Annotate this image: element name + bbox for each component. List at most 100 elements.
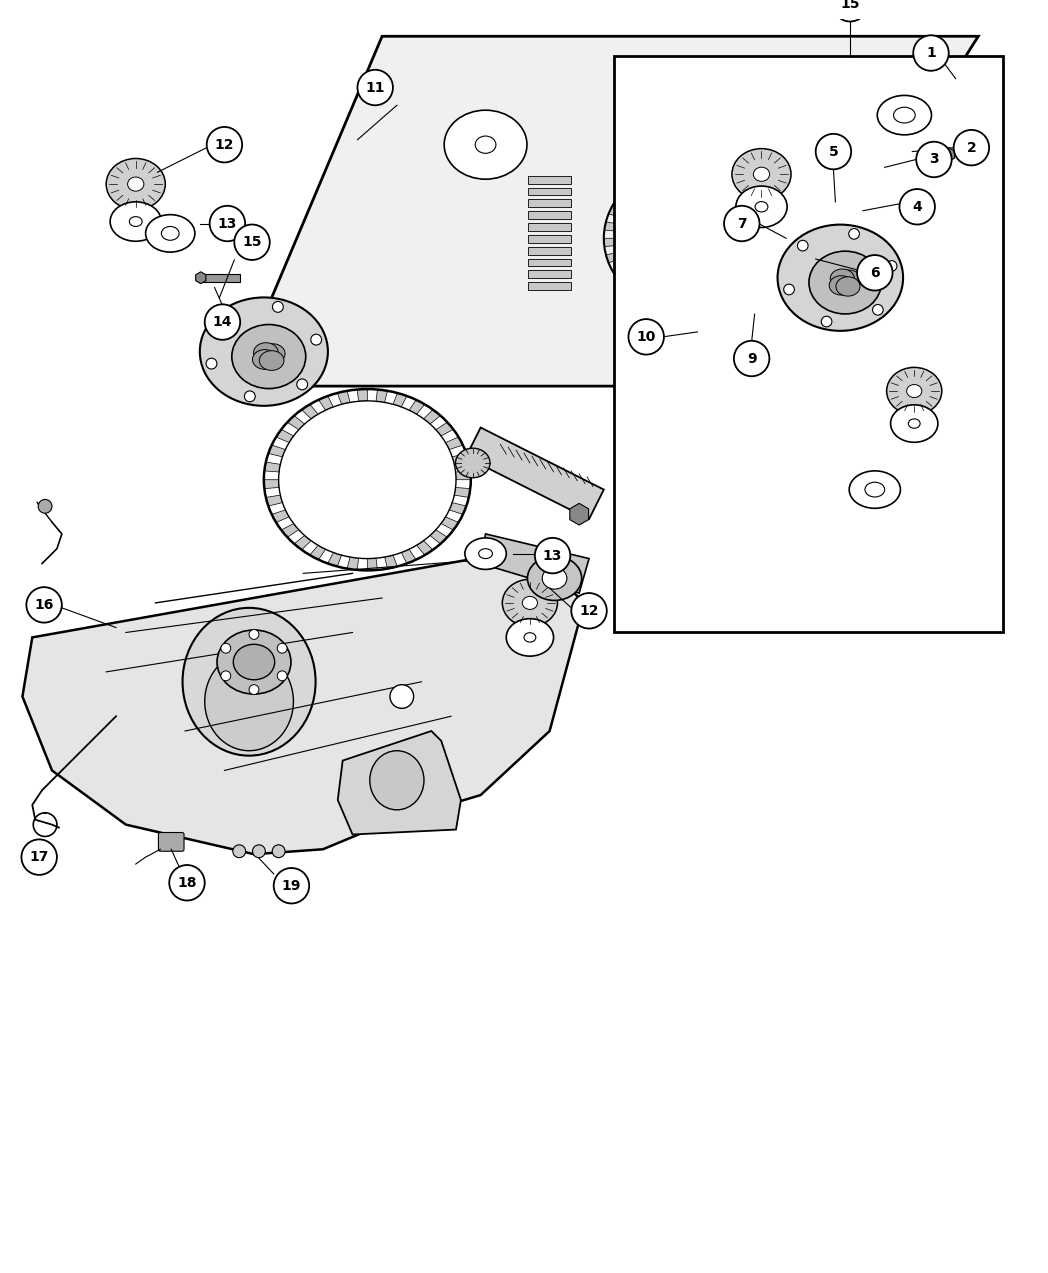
Ellipse shape bbox=[894, 107, 915, 123]
Text: 7: 7 bbox=[737, 216, 746, 230]
Text: 9: 9 bbox=[747, 351, 757, 365]
Polygon shape bbox=[756, 230, 771, 238]
Ellipse shape bbox=[182, 607, 315, 756]
Polygon shape bbox=[466, 428, 604, 519]
Ellipse shape bbox=[749, 293, 760, 302]
Ellipse shape bbox=[253, 350, 277, 369]
Ellipse shape bbox=[502, 579, 558, 626]
Circle shape bbox=[832, 0, 868, 22]
Ellipse shape bbox=[878, 146, 891, 157]
Polygon shape bbox=[337, 391, 350, 405]
Circle shape bbox=[629, 320, 664, 355]
Ellipse shape bbox=[217, 630, 291, 694]
Text: 11: 11 bbox=[366, 80, 385, 94]
Ellipse shape bbox=[234, 644, 275, 680]
Text: 13: 13 bbox=[543, 549, 563, 563]
Circle shape bbox=[233, 845, 245, 858]
Ellipse shape bbox=[837, 270, 861, 289]
Polygon shape bbox=[623, 278, 639, 290]
Text: 17: 17 bbox=[29, 850, 49, 864]
Ellipse shape bbox=[695, 303, 744, 341]
Polygon shape bbox=[629, 181, 645, 195]
Polygon shape bbox=[718, 290, 733, 306]
Ellipse shape bbox=[161, 227, 179, 241]
Text: 1: 1 bbox=[926, 46, 936, 60]
Polygon shape bbox=[643, 172, 658, 186]
Text: 15: 15 bbox=[840, 0, 860, 10]
Bar bbox=[528, 200, 571, 207]
Circle shape bbox=[272, 845, 285, 858]
Circle shape bbox=[249, 685, 259, 695]
Ellipse shape bbox=[506, 619, 553, 656]
Ellipse shape bbox=[106, 158, 166, 210]
Polygon shape bbox=[328, 552, 342, 566]
Polygon shape bbox=[401, 549, 416, 564]
Circle shape bbox=[21, 839, 57, 875]
Polygon shape bbox=[271, 510, 289, 522]
Ellipse shape bbox=[479, 549, 493, 559]
Polygon shape bbox=[943, 148, 955, 162]
Polygon shape bbox=[711, 168, 724, 182]
Ellipse shape bbox=[907, 384, 922, 397]
Ellipse shape bbox=[527, 556, 582, 601]
Polygon shape bbox=[319, 396, 333, 410]
Polygon shape bbox=[454, 488, 471, 498]
Polygon shape bbox=[357, 390, 367, 401]
Circle shape bbox=[206, 127, 242, 163]
Circle shape bbox=[204, 304, 240, 340]
Ellipse shape bbox=[829, 276, 853, 295]
Ellipse shape bbox=[370, 751, 424, 810]
Circle shape bbox=[899, 188, 935, 224]
Text: 13: 13 bbox=[218, 216, 237, 230]
Circle shape bbox=[169, 866, 204, 900]
Polygon shape bbox=[687, 300, 697, 312]
Bar bbox=[202, 274, 240, 281]
Polygon shape bbox=[660, 167, 672, 179]
Polygon shape bbox=[22, 549, 584, 854]
Polygon shape bbox=[385, 555, 397, 569]
Polygon shape bbox=[436, 423, 454, 435]
Circle shape bbox=[534, 538, 570, 573]
Bar bbox=[528, 258, 571, 266]
Ellipse shape bbox=[891, 405, 938, 442]
Ellipse shape bbox=[110, 202, 161, 242]
Circle shape bbox=[849, 229, 859, 239]
Circle shape bbox=[278, 671, 287, 681]
Polygon shape bbox=[949, 66, 962, 80]
Polygon shape bbox=[266, 495, 283, 507]
Circle shape bbox=[26, 587, 62, 622]
Polygon shape bbox=[268, 446, 285, 457]
Ellipse shape bbox=[618, 176, 757, 300]
Text: 4: 4 bbox=[913, 200, 922, 214]
Polygon shape bbox=[264, 462, 280, 472]
Ellipse shape bbox=[736, 186, 787, 228]
Text: 2: 2 bbox=[966, 140, 977, 154]
Bar bbox=[528, 283, 571, 290]
Ellipse shape bbox=[475, 136, 496, 153]
Ellipse shape bbox=[465, 538, 506, 569]
Bar bbox=[528, 247, 571, 255]
Polygon shape bbox=[347, 558, 358, 570]
Ellipse shape bbox=[816, 202, 854, 230]
Text: 19: 19 bbox=[282, 878, 301, 892]
Ellipse shape bbox=[279, 401, 456, 559]
Polygon shape bbox=[196, 272, 205, 284]
Ellipse shape bbox=[905, 127, 919, 137]
Polygon shape bbox=[235, 37, 978, 386]
Circle shape bbox=[221, 671, 231, 681]
Circle shape bbox=[954, 130, 989, 165]
Ellipse shape bbox=[856, 172, 870, 182]
Ellipse shape bbox=[254, 342, 278, 363]
Polygon shape bbox=[430, 530, 447, 544]
Ellipse shape bbox=[456, 448, 490, 477]
Circle shape bbox=[913, 36, 948, 71]
Ellipse shape bbox=[830, 213, 840, 220]
Ellipse shape bbox=[146, 215, 195, 252]
Text: 14: 14 bbox=[213, 314, 233, 328]
Polygon shape bbox=[612, 265, 629, 278]
Ellipse shape bbox=[789, 218, 843, 258]
Text: 16: 16 bbox=[35, 598, 53, 612]
Circle shape bbox=[357, 70, 393, 106]
Polygon shape bbox=[423, 410, 440, 424]
Polygon shape bbox=[651, 294, 664, 308]
